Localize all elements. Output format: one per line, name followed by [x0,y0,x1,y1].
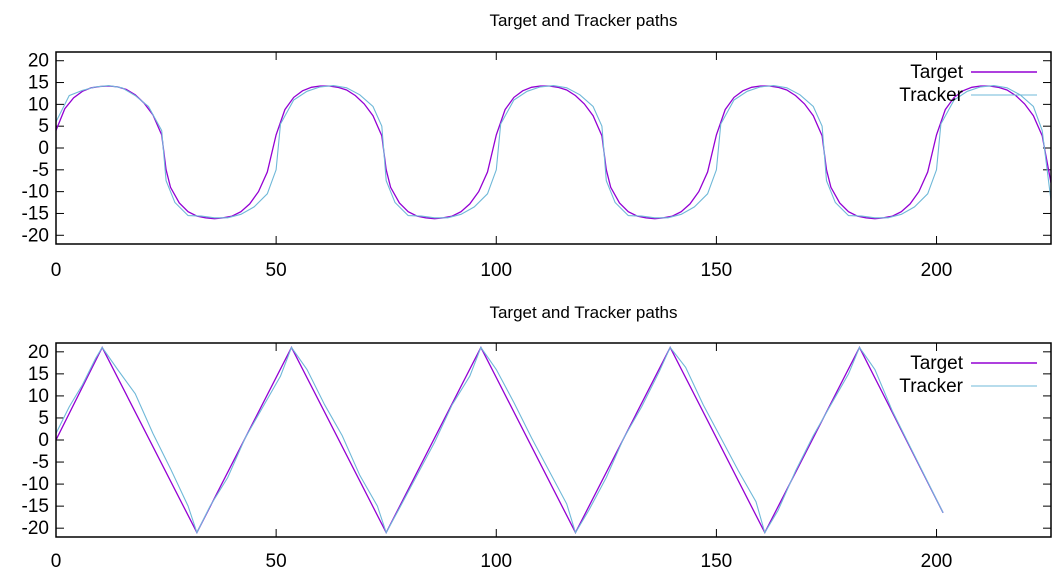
y-tick-label: 10 [28,94,49,115]
y-tick-label: 0 [38,430,49,451]
y-tick-label: -10 [22,474,49,495]
y-tick-label: 5 [38,408,49,429]
y-tick-label: 15 [28,73,49,94]
y-tick-label: 5 [38,116,49,137]
y-tick-label: -5 [32,452,49,473]
chart-title-1: Target and Tracker paths [489,11,677,30]
y-tick-label: 10 [28,386,49,407]
x-tick-label: 50 [266,260,287,281]
x-tick-label: 0 [51,551,62,569]
legend-label-tracker: Tracker [899,85,963,106]
series-line-tracker [56,85,1051,219]
y-tick-label: -20 [22,518,49,539]
y-tick-label: -10 [22,182,49,203]
x-tick-label: 200 [921,551,953,569]
y-tick-label: -15 [22,203,49,224]
y-tick-label: 0 [38,138,49,159]
plot-frame-1 [55,51,1052,245]
x-tick-label: 200 [921,260,953,281]
legend-label-target: Target [910,62,964,83]
chart-title-2: Target and Tracker paths [489,303,677,322]
plot-frame-2 [55,342,1052,538]
x-tick-label: 150 [701,260,733,281]
y-tick-label: -20 [22,225,49,246]
series-line-tracker [56,346,944,535]
y-tick-label: 15 [28,364,49,385]
x-tick-label: 50 [266,551,287,569]
y-tick-label: 20 [28,342,49,363]
x-tick-label: 100 [480,551,512,569]
y-tick-label: -15 [22,496,49,517]
x-tick-label: 100 [480,260,512,281]
y-tick-label: -5 [32,160,49,181]
legend-label-tracker: Tracker [899,376,963,397]
x-tick-label: 0 [51,260,62,281]
legend-label-target: Target [910,353,964,374]
y-tick-label: 20 [28,51,49,72]
x-tick-label: 150 [701,551,733,569]
